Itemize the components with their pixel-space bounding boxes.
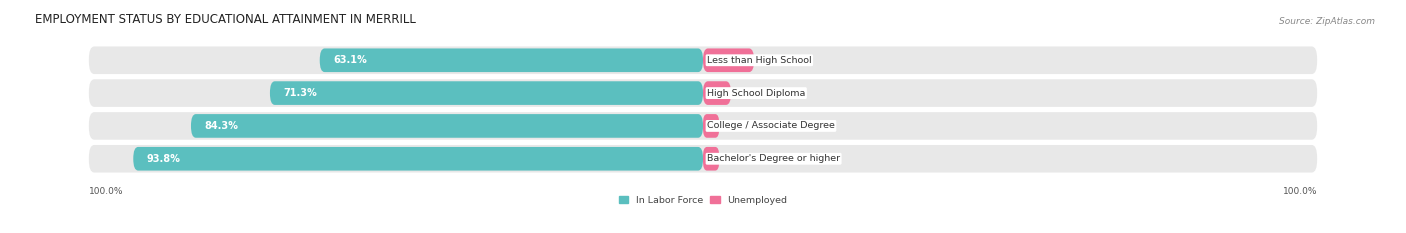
Text: Bachelor's Degree or higher: Bachelor's Degree or higher bbox=[707, 154, 841, 163]
Text: Less than High School: Less than High School bbox=[707, 56, 811, 65]
FancyBboxPatch shape bbox=[191, 114, 703, 138]
FancyBboxPatch shape bbox=[270, 81, 703, 105]
FancyBboxPatch shape bbox=[703, 81, 731, 105]
Text: 93.8%: 93.8% bbox=[146, 154, 180, 164]
Text: 71.3%: 71.3% bbox=[284, 88, 318, 98]
Text: 63.1%: 63.1% bbox=[333, 55, 367, 65]
Legend: In Labor Force, Unemployed: In Labor Force, Unemployed bbox=[614, 192, 792, 209]
Text: Source: ZipAtlas.com: Source: ZipAtlas.com bbox=[1279, 17, 1375, 26]
Text: 84.3%: 84.3% bbox=[204, 121, 239, 131]
FancyBboxPatch shape bbox=[319, 48, 703, 72]
FancyBboxPatch shape bbox=[89, 79, 1317, 107]
Text: 0.0%: 0.0% bbox=[735, 121, 759, 131]
Text: 4.6%: 4.6% bbox=[747, 88, 772, 98]
FancyBboxPatch shape bbox=[703, 114, 720, 138]
Text: High School Diploma: High School Diploma bbox=[707, 89, 806, 98]
Text: College / Associate Degree: College / Associate Degree bbox=[707, 121, 835, 130]
FancyBboxPatch shape bbox=[703, 147, 720, 171]
FancyBboxPatch shape bbox=[134, 147, 703, 171]
Text: 8.4%: 8.4% bbox=[770, 55, 794, 65]
FancyBboxPatch shape bbox=[703, 48, 754, 72]
Text: 0.0%: 0.0% bbox=[735, 154, 759, 164]
Text: 100.0%: 100.0% bbox=[89, 187, 124, 196]
Text: 100.0%: 100.0% bbox=[1282, 187, 1317, 196]
FancyBboxPatch shape bbox=[89, 46, 1317, 74]
FancyBboxPatch shape bbox=[89, 112, 1317, 140]
FancyBboxPatch shape bbox=[89, 145, 1317, 173]
Text: EMPLOYMENT STATUS BY EDUCATIONAL ATTAINMENT IN MERRILL: EMPLOYMENT STATUS BY EDUCATIONAL ATTAINM… bbox=[35, 13, 416, 26]
